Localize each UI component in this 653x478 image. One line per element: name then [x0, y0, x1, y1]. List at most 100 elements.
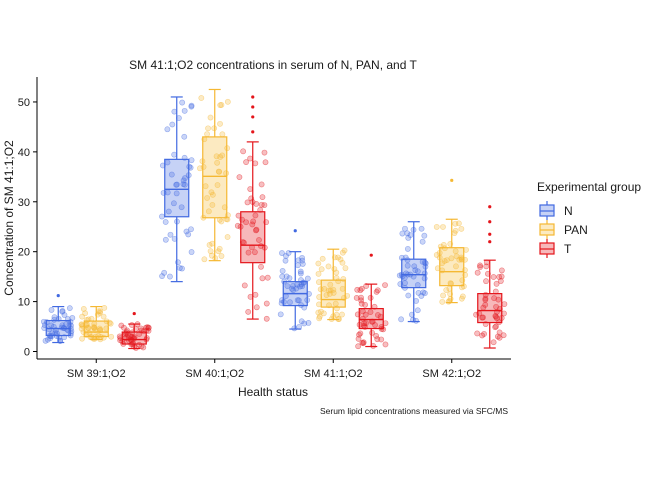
- y-tick-label: 30: [18, 197, 30, 209]
- sample-point: [297, 268, 304, 275]
- sample-point: [482, 301, 489, 308]
- sample-point: [318, 308, 324, 315]
- box-layer: [45, 88, 503, 350]
- sample-point: [458, 295, 465, 302]
- sample-point: [167, 231, 174, 238]
- box: [358, 307, 384, 330]
- sample-point: [244, 199, 251, 206]
- sample-point: [279, 273, 286, 280]
- sample-point: [323, 292, 330, 298]
- sample-point: [162, 236, 169, 243]
- sample-point: [188, 226, 194, 233]
- box: [83, 320, 109, 338]
- sample-point: [107, 320, 114, 327]
- axis-layer: 0 10 20 30 40 50 SM 39:1;O2 SM 40:1;O2 SM 41:1;O…: [18, 77, 511, 380]
- sample-point: [258, 181, 265, 188]
- sample-point: [80, 306, 87, 312]
- sample-point: [298, 318, 305, 325]
- sample-point: [68, 330, 74, 337]
- sample-point: [261, 202, 268, 209]
- sample-point: [404, 262, 411, 269]
- sample-point: [219, 152, 226, 159]
- sample-point: [481, 331, 487, 337]
- sample-point: [108, 333, 115, 340]
- sample-point: [66, 305, 73, 312]
- sample-point: [483, 278, 489, 285]
- box: [164, 158, 190, 218]
- sample-point: [261, 149, 268, 156]
- sample-point: [205, 208, 212, 215]
- outlier-point: [488, 232, 492, 236]
- sample-point: [82, 310, 89, 317]
- sample-point: [183, 228, 190, 235]
- sample-point: [297, 283, 303, 290]
- sample-point: [319, 255, 326, 262]
- sample-point: [367, 294, 374, 301]
- sample-point: [420, 289, 427, 296]
- sample-point: [415, 289, 422, 296]
- sample-point: [140, 344, 147, 351]
- sample-point: [121, 324, 127, 331]
- sample-point: [262, 159, 269, 166]
- outlier-point: [488, 220, 492, 224]
- sample-point: [414, 307, 421, 314]
- chart-title: SM 41:1;O2 concentrations in serum of N,…: [129, 58, 417, 72]
- sample-point: [294, 262, 301, 269]
- sample-point: [325, 263, 332, 270]
- sample-point: [477, 264, 484, 270]
- sample-point: [224, 234, 231, 240]
- sample-point: [402, 280, 408, 286]
- sample-point: [253, 227, 259, 234]
- outlier-point: [251, 130, 255, 134]
- box: [240, 211, 266, 264]
- sample-point: [357, 287, 364, 294]
- box: [121, 331, 147, 345]
- sample-point: [251, 249, 258, 256]
- sample-point: [101, 304, 108, 311]
- sample-point: [286, 275, 293, 282]
- sample-point: [204, 131, 210, 137]
- x-tick-label: SM 41:1;O2: [304, 368, 363, 380]
- sample-point: [252, 291, 259, 298]
- y-tick-label: 50: [18, 97, 30, 109]
- sample-point: [297, 270, 304, 277]
- sample-point: [181, 107, 188, 114]
- sample-point: [198, 95, 205, 101]
- sample-point: [165, 208, 172, 215]
- sample-point: [374, 312, 381, 318]
- sample-point: [327, 287, 334, 294]
- sample-point: [497, 278, 504, 284]
- sample-point: [234, 222, 241, 229]
- sample-point: [283, 273, 290, 280]
- sample-point: [421, 232, 428, 239]
- y-tick-label: 20: [18, 247, 30, 259]
- legend-title: Experimental group: [537, 180, 641, 194]
- sample-point: [445, 298, 452, 305]
- sample-point: [493, 280, 500, 287]
- sample-point: [490, 339, 497, 346]
- outlier-point: [369, 253, 373, 257]
- sample-point: [305, 320, 312, 326]
- sample-point: [42, 337, 49, 344]
- sample-point: [341, 247, 348, 254]
- legend-label: PAN: [564, 223, 588, 237]
- sample-point: [290, 282, 296, 289]
- sample-point: [407, 232, 414, 238]
- sample-point: [100, 313, 107, 320]
- sample-point: [170, 200, 177, 207]
- sample-point: [402, 225, 408, 232]
- sample-point: [204, 195, 211, 201]
- sample-point: [295, 257, 302, 264]
- sample-point: [360, 340, 367, 347]
- sample-point: [247, 186, 254, 192]
- sample-point: [279, 250, 285, 256]
- sample-point: [439, 298, 446, 305]
- sample-point: [245, 249, 252, 256]
- sample-point: [116, 333, 123, 340]
- sample-point: [259, 194, 266, 201]
- sample-point: [500, 332, 507, 339]
- sample-point: [339, 259, 346, 266]
- legend: Experimental group N PAN T: [537, 180, 641, 258]
- sample-point: [69, 315, 76, 321]
